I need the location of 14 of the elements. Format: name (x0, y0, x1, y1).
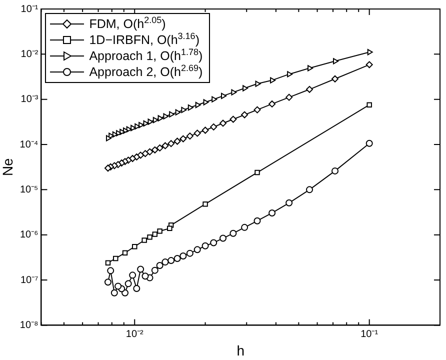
y-axis-title: Ne (0, 158, 16, 176)
y-tick-label: 10⁻⁷ (20, 274, 39, 286)
y-tick-label: 10⁻³ (20, 94, 39, 106)
y-tick-label: 10⁻¹ (20, 4, 39, 15)
legend-label: Approach 1, O(h$^{1.78}$) (89, 46, 203, 64)
legend-label: FDM, O(h$^{2.05}$) (89, 14, 166, 32)
x-axis-title: h (236, 342, 245, 358)
legend-label: Approach 2, O(h$^{2.69}$) (89, 62, 203, 80)
legend-label: 1D−IRBFN, O(h$^{3.16}$) (89, 30, 200, 48)
y-tick-label: 10⁻⁵ (20, 184, 38, 196)
y-tick-label: 10⁻⁴ (20, 139, 38, 150)
y-tick-label: 10⁻² (20, 48, 39, 60)
y-tick-label: 10⁻⁶ (20, 230, 38, 241)
y-tick-label: 10⁻⁸ (20, 320, 38, 331)
